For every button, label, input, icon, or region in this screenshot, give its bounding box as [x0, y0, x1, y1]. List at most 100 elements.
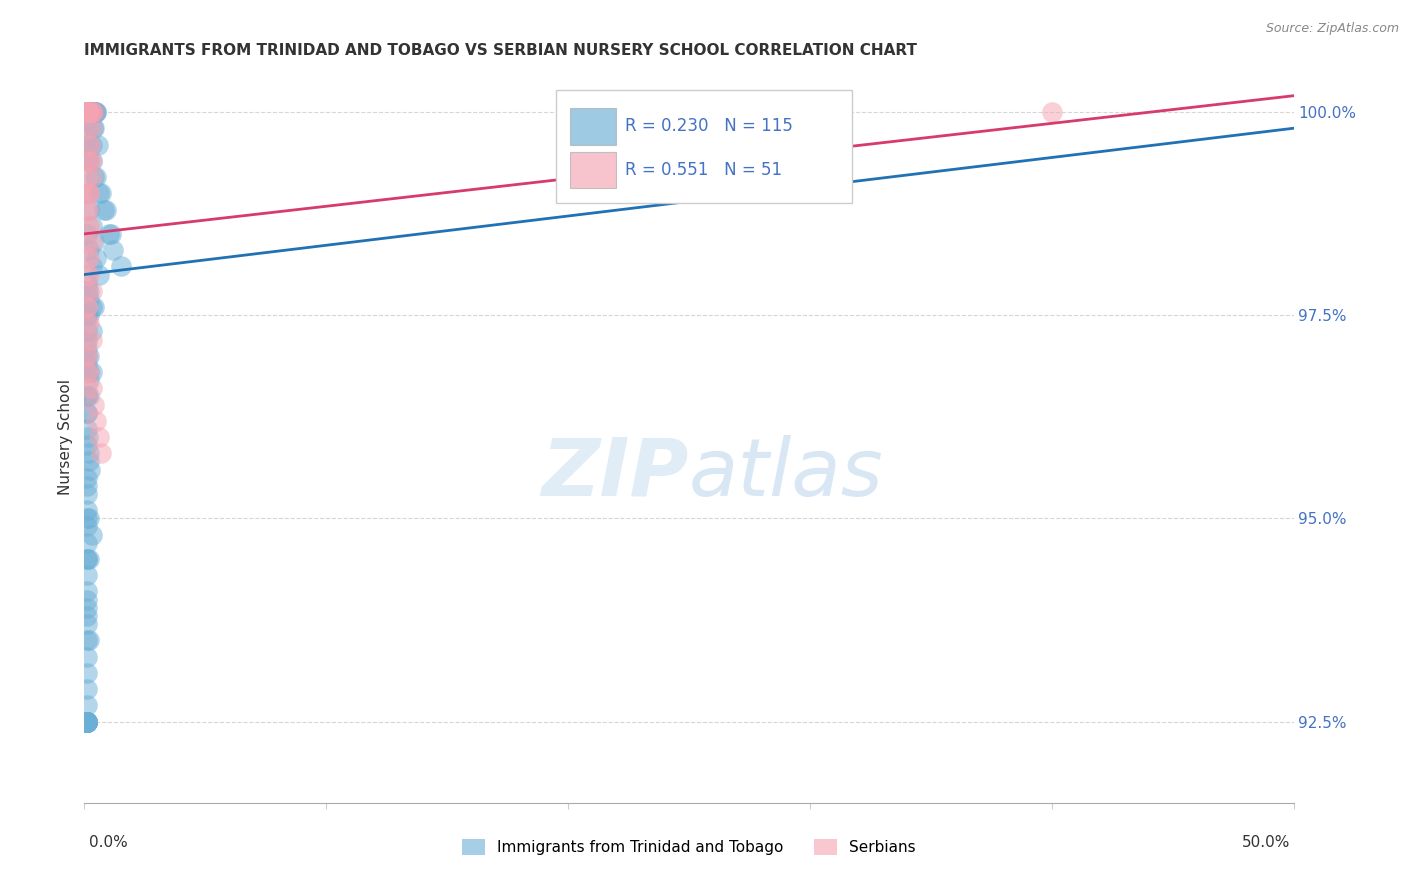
- Point: [77, 552, 100, 566]
- Point: [77, 105, 100, 120]
- Point: [76, 308, 98, 322]
- Point: [94, 202, 117, 217]
- Point: [76, 714, 98, 729]
- Point: [80, 105, 103, 120]
- Point: [76, 714, 98, 729]
- Y-axis label: Nursery School: Nursery School: [58, 379, 73, 495]
- Point: [76, 714, 98, 729]
- Point: [77, 186, 100, 201]
- Point: [77, 633, 100, 648]
- Point: [76, 349, 98, 363]
- Point: [76, 479, 98, 493]
- Point: [76, 227, 98, 241]
- Point: [76, 105, 98, 120]
- Point: [76, 714, 98, 729]
- Point: [79, 137, 101, 152]
- Point: [77, 292, 100, 306]
- Point: [80, 260, 103, 274]
- Point: [76, 105, 98, 120]
- Point: [83, 105, 105, 120]
- Point: [76, 568, 98, 582]
- Point: [86, 137, 108, 152]
- Point: [77, 316, 100, 330]
- Point: [76, 121, 98, 136]
- Point: [84, 105, 107, 120]
- Point: [77, 243, 100, 257]
- Point: [80, 333, 103, 347]
- Point: [76, 714, 98, 729]
- Point: [76, 105, 98, 120]
- Point: [76, 584, 98, 599]
- Point: [76, 105, 98, 120]
- Point: [86, 105, 108, 120]
- Point: [76, 284, 98, 298]
- Point: [90, 186, 112, 201]
- Point: [80, 105, 103, 120]
- Point: [77, 454, 100, 468]
- Point: [77, 105, 100, 120]
- Point: [76, 714, 98, 729]
- Point: [77, 105, 100, 120]
- Point: [76, 121, 98, 136]
- Point: [77, 308, 100, 322]
- Point: [80, 365, 103, 379]
- Text: R = 0.230   N = 115: R = 0.230 N = 115: [624, 117, 793, 136]
- Point: [76, 105, 98, 120]
- Point: [82, 121, 104, 136]
- Point: [76, 186, 98, 201]
- Point: [87, 186, 110, 201]
- Point: [76, 535, 98, 549]
- Point: [77, 105, 100, 120]
- Point: [76, 503, 98, 517]
- Point: [76, 333, 98, 347]
- Point: [83, 121, 105, 136]
- Point: [80, 153, 103, 168]
- Point: [100, 227, 122, 241]
- Point: [86, 105, 108, 120]
- Point: [97, 227, 120, 241]
- Point: [76, 308, 98, 322]
- Point: [80, 235, 103, 249]
- Point: [93, 202, 115, 217]
- Point: [76, 649, 98, 664]
- Point: [76, 519, 98, 533]
- Point: [77, 153, 100, 168]
- Point: [83, 105, 105, 120]
- Point: [76, 714, 98, 729]
- Point: [80, 137, 103, 152]
- Point: [76, 284, 98, 298]
- Point: [77, 186, 100, 201]
- Point: [80, 169, 103, 184]
- Point: [76, 316, 98, 330]
- Point: [76, 137, 98, 152]
- Point: [87, 430, 110, 444]
- Point: [77, 105, 100, 120]
- Point: [87, 268, 110, 282]
- Point: [76, 300, 98, 314]
- Point: [76, 714, 98, 729]
- FancyBboxPatch shape: [571, 152, 616, 188]
- Point: [77, 284, 100, 298]
- Text: Source: ZipAtlas.com: Source: ZipAtlas.com: [1265, 22, 1399, 36]
- Point: [76, 268, 98, 282]
- Point: [80, 300, 103, 314]
- Point: [79, 105, 101, 120]
- Point: [83, 300, 105, 314]
- Point: [76, 714, 98, 729]
- Point: [76, 349, 98, 363]
- Point: [77, 105, 100, 120]
- Point: [77, 202, 100, 217]
- Point: [80, 105, 103, 120]
- Point: [76, 333, 98, 347]
- Point: [83, 169, 105, 184]
- Point: [80, 381, 103, 395]
- Point: [77, 389, 100, 403]
- Text: ZIP: ZIP: [541, 434, 689, 513]
- Point: [76, 698, 98, 713]
- Point: [77, 373, 100, 387]
- Point: [80, 219, 103, 233]
- Point: [90, 446, 112, 460]
- Point: [77, 252, 100, 266]
- Point: [80, 105, 103, 120]
- Point: [80, 153, 103, 168]
